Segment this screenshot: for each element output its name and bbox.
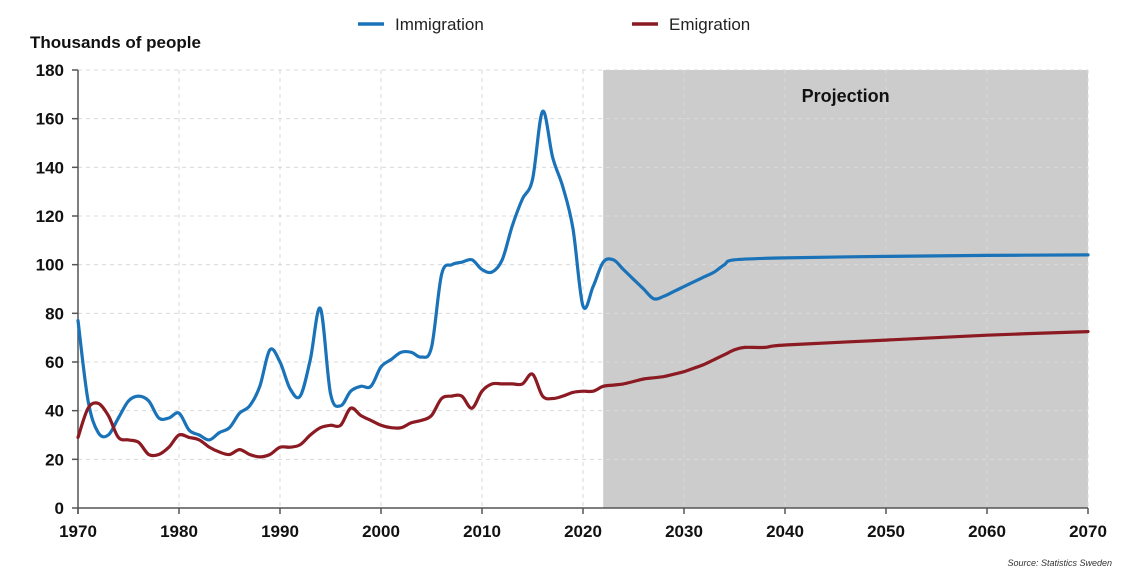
series-line-immigration (76, 109, 1090, 442)
x-axis-ticks: 1970 1980 1990 2000 2010 2020 2030 2040 2050 2060… (59, 508, 1107, 541)
x-tick-label: 2010 (463, 522, 501, 541)
x-tick-label: 1980 (160, 522, 198, 541)
x-tick-label: 2060 (968, 522, 1006, 541)
y-tick-label: 60 (45, 353, 64, 372)
series-lines (76, 109, 1090, 459)
x-tick-label: 2000 (362, 522, 400, 541)
y-tick-label: 120 (36, 207, 64, 226)
y-tick-label: 100 (36, 256, 64, 275)
x-tick-label: 2050 (867, 522, 905, 541)
source-note: Source: Statistics Sweden (1007, 558, 1112, 568)
y-tick-label: 0 (55, 499, 64, 518)
y-tick-label: 180 (36, 61, 64, 80)
legend: Immigration Emigration (358, 15, 750, 34)
x-tick-label: 2030 (665, 522, 703, 541)
grid-lines (78, 69, 1089, 508)
x-tick-label: 2040 (766, 522, 804, 541)
y-tick-label: 140 (36, 158, 64, 177)
x-tick-label: 2020 (564, 522, 602, 541)
legend-label-immigration: Immigration (395, 15, 484, 34)
legend-label-emigration: Emigration (669, 15, 750, 34)
y-tick-label: 80 (45, 304, 64, 323)
projection-label: Projection (802, 86, 890, 106)
x-tick-label: 1990 (261, 522, 299, 541)
y-axis-title: Thousands of people (30, 33, 201, 52)
x-tick-label: 1970 (59, 522, 97, 541)
y-axis-ticks: 0 20 40 60 80 100 120 140 160 180 (36, 61, 78, 518)
y-tick-label: 20 (45, 450, 64, 469)
y-tick-label: 160 (36, 110, 64, 129)
series-line-emigration (76, 330, 1090, 459)
y-tick-label: 40 (45, 402, 64, 421)
x-tick-label: 2070 (1069, 522, 1107, 541)
